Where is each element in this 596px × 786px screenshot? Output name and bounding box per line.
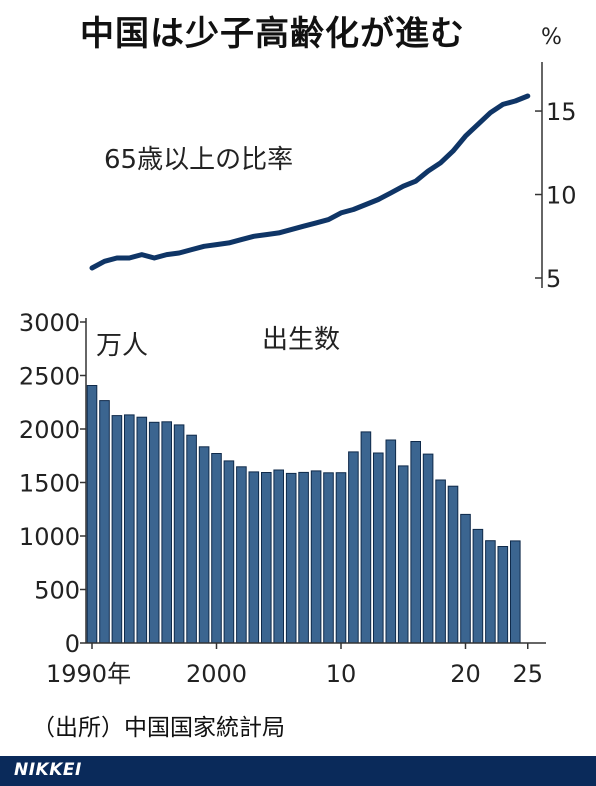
- birth-bar: [435, 479, 446, 644]
- chart-canvas: 5 10 15% 65歳以上の比率 0 500 1000 1500 2000 2500 3000 万人…: [19, 25, 577, 688]
- ratio-line: [89, 93, 531, 271]
- bar-y-unit: 万人: [96, 331, 148, 361]
- bar-x-tick-label: 1990年: [46, 660, 131, 688]
- birth-bar: [335, 472, 347, 644]
- birth-bar: [410, 441, 421, 644]
- birth-bar: [360, 431, 372, 644]
- bar-y-tick-label: 2500: [19, 363, 80, 391]
- birth-bar: [111, 415, 123, 644]
- birth-bar: [86, 385, 98, 644]
- birth-bar: [422, 453, 434, 644]
- birth-bar: [124, 414, 135, 644]
- source-note: （出所）中国国家統計局: [32, 715, 285, 741]
- birth-bar: [148, 421, 160, 644]
- birth-bar: [236, 466, 247, 644]
- footer-bar: NIKKEI: [0, 756, 596, 786]
- bar-y-tick-label: 1000: [19, 523, 80, 551]
- birth-bar: [447, 485, 459, 644]
- bar-x-tick-label: 10: [326, 660, 357, 688]
- line-y-tick-label: 10: [546, 182, 577, 210]
- birth-bar: [510, 540, 521, 644]
- birth-bar: [99, 400, 110, 644]
- line-y-tick-label: 5: [546, 265, 561, 293]
- birth-bar: [485, 540, 496, 644]
- bar-y-tick-label: 2000: [19, 416, 80, 444]
- birth-bar: [460, 513, 471, 644]
- birth-bar: [298, 471, 309, 644]
- birth-bar: [273, 469, 284, 644]
- birth-bar: [173, 424, 185, 644]
- birth-bar: [397, 465, 409, 644]
- birth-bar: [186, 434, 197, 644]
- bar-x-tick-label: 25: [512, 660, 543, 688]
- bar-y-tick-label: 500: [34, 577, 80, 605]
- birth-bar: [373, 452, 384, 644]
- birth-bar: [223, 460, 235, 644]
- birth-bar: [497, 546, 509, 644]
- line-y-tick-label: 15: [546, 98, 577, 126]
- birth-bar: [385, 439, 397, 644]
- bar-series-label: 出生数: [262, 325, 340, 355]
- birth-bar: [285, 472, 297, 644]
- birth-bar: [310, 470, 322, 644]
- birth-bar: [161, 421, 172, 644]
- bar-y-tick-label: 3000: [19, 309, 80, 337]
- birth-bar: [323, 472, 334, 644]
- bar-y-tick-label: 1500: [19, 470, 80, 498]
- birth-bar: [248, 471, 260, 644]
- birth-bar: [198, 446, 210, 644]
- brand-logo: NIKKEI: [14, 760, 82, 780]
- birth-bar: [348, 451, 359, 644]
- bar-x-tick-label: 2000: [186, 660, 247, 688]
- line-series-label: 65歳以上の比率: [104, 145, 293, 175]
- bar-y-tick-label: 0: [65, 630, 80, 658]
- bar-x-tick-label: 20: [450, 660, 481, 688]
- birth-bar: [261, 472, 272, 644]
- line-y-unit: %: [541, 25, 562, 50]
- birth-bar: [136, 416, 148, 644]
- birth-bar: [472, 528, 484, 644]
- birth-bar: [211, 453, 222, 644]
- chart-title: 中国は少子高齢化が進む: [80, 14, 465, 54]
